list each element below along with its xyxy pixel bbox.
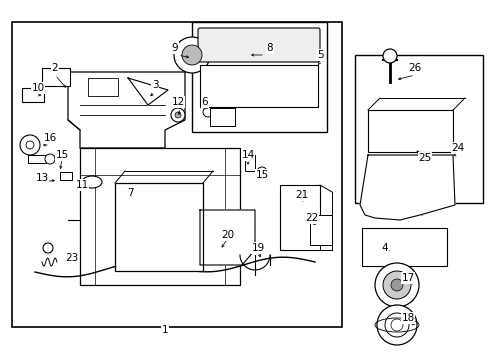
Text: 18: 18 xyxy=(401,313,414,323)
Circle shape xyxy=(182,45,202,65)
Circle shape xyxy=(26,141,34,149)
Text: 25: 25 xyxy=(418,153,431,163)
Text: 26: 26 xyxy=(407,63,421,73)
Circle shape xyxy=(175,112,181,118)
Text: 4: 4 xyxy=(381,243,387,253)
Bar xyxy=(209,108,235,126)
FancyBboxPatch shape xyxy=(198,28,319,62)
Text: 13: 13 xyxy=(35,173,48,183)
Polygon shape xyxy=(200,210,254,265)
Bar xyxy=(42,68,70,86)
Bar xyxy=(28,155,46,163)
Circle shape xyxy=(43,243,53,253)
Text: 23: 23 xyxy=(65,253,79,263)
Text: 14: 14 xyxy=(241,150,254,160)
Text: 12: 12 xyxy=(171,97,184,107)
Circle shape xyxy=(376,305,416,345)
Circle shape xyxy=(45,154,55,164)
Bar xyxy=(309,215,331,245)
Text: 8: 8 xyxy=(266,43,273,53)
Circle shape xyxy=(257,167,266,177)
Bar xyxy=(60,172,72,180)
Circle shape xyxy=(384,313,408,337)
Text: 19: 19 xyxy=(251,243,264,253)
Text: 15: 15 xyxy=(255,170,268,180)
Text: 22: 22 xyxy=(305,213,318,223)
Text: 11: 11 xyxy=(75,180,88,190)
Text: 20: 20 xyxy=(221,230,234,240)
Circle shape xyxy=(382,271,410,299)
Text: 7: 7 xyxy=(126,188,133,198)
Circle shape xyxy=(203,97,213,107)
Text: 3: 3 xyxy=(151,80,158,90)
Circle shape xyxy=(155,210,164,220)
Text: 15: 15 xyxy=(55,150,68,160)
Circle shape xyxy=(374,263,418,307)
Bar xyxy=(200,65,317,107)
Bar xyxy=(115,183,203,271)
Circle shape xyxy=(390,279,402,291)
Bar xyxy=(361,228,446,266)
Text: 9: 9 xyxy=(171,43,178,53)
Bar xyxy=(88,78,118,96)
Text: 5: 5 xyxy=(316,50,323,60)
Circle shape xyxy=(20,135,40,155)
Text: 17: 17 xyxy=(401,273,414,283)
Circle shape xyxy=(203,107,213,117)
Text: 1: 1 xyxy=(162,325,168,335)
Text: 21: 21 xyxy=(295,190,308,200)
Bar xyxy=(354,55,482,203)
Circle shape xyxy=(382,49,396,63)
Polygon shape xyxy=(359,155,454,220)
Bar xyxy=(22,88,44,102)
Text: 2: 2 xyxy=(52,63,58,73)
Bar xyxy=(367,110,452,152)
Circle shape xyxy=(171,108,184,122)
Bar xyxy=(192,22,326,132)
Polygon shape xyxy=(128,78,168,105)
Ellipse shape xyxy=(82,176,102,188)
Text: 24: 24 xyxy=(450,143,464,153)
Text: 16: 16 xyxy=(43,133,57,143)
Bar xyxy=(280,185,319,250)
Bar xyxy=(12,22,341,327)
Bar xyxy=(244,155,254,171)
Text: 10: 10 xyxy=(31,83,44,93)
Circle shape xyxy=(174,37,209,73)
Text: 6: 6 xyxy=(201,97,208,107)
Circle shape xyxy=(390,319,402,331)
